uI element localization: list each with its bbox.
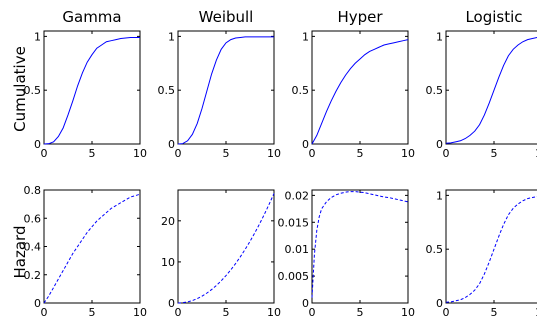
x-tick-label: 0	[175, 147, 182, 160]
y-tick-label: 0.015	[278, 216, 310, 229]
y-tick-label: 0.5	[24, 84, 42, 97]
y-tick-label: 0.6	[24, 212, 42, 225]
x-tick-label: 5	[357, 306, 364, 319]
subplot-title: Weibull	[199, 8, 254, 26]
x-tick-label: 5	[223, 306, 230, 319]
axes-frame	[445, 30, 537, 145]
y-tick-label: 0	[168, 297, 175, 310]
x-tick-label: 5	[491, 147, 498, 160]
axes-frame	[177, 30, 275, 145]
x-tick-label: 10	[267, 147, 281, 160]
x-tick-label: 10	[267, 306, 281, 319]
y-tick-label: 0.5	[426, 84, 444, 97]
series-line	[43, 36, 140, 145]
y-tick-label: 1	[34, 30, 41, 43]
y-tick-label: 0	[302, 297, 309, 310]
y-tick-label: 0	[34, 138, 41, 151]
x-tick-label: 10	[401, 306, 415, 319]
y-tick-label: 0.5	[426, 243, 444, 256]
axes-frame	[43, 189, 141, 304]
y-tick-label: 0.5	[158, 84, 176, 97]
subplot-1: 0 5 10 0 0.5 1 Gamma	[24, 8, 148, 160]
x-tick-label: 0	[41, 306, 48, 319]
axes-frame	[445, 189, 537, 304]
x-tick-label: 10	[133, 147, 147, 160]
subplot-title: Logistic	[465, 8, 522, 26]
x-tick-label: 0	[443, 306, 450, 319]
series-line	[445, 195, 537, 303]
y-tick-label: 0.5	[292, 84, 310, 97]
y-tick-label: 0	[168, 138, 175, 151]
x-tick-label: 10	[535, 306, 537, 319]
x-tick-label: 0	[443, 147, 450, 160]
axes-frame	[177, 189, 275, 304]
series-line	[43, 193, 141, 304]
subplot-5: 0 5 10 0 0.2 0.4 0.6 0.8	[24, 184, 148, 319]
subplot-4: 0 5 10 0 0.5 1 Logistic	[426, 8, 537, 160]
y-tick-label: 0.005	[278, 270, 310, 283]
y-tick-label: 1	[302, 30, 309, 43]
x-tick-label: 5	[357, 147, 364, 160]
subplot-7: 0 5 10 0 0.005 0.01 0.015 0.02	[278, 189, 416, 319]
series-line	[445, 36, 537, 144]
y-tick-label: 0.02	[285, 189, 310, 202]
y-tick-label: 0	[302, 138, 309, 151]
x-tick-label: 5	[491, 306, 498, 319]
y-tick-label: 0.2	[24, 269, 42, 282]
y-tick-label: 0.8	[24, 184, 42, 197]
x-tick-label: 0	[175, 306, 182, 319]
x-tick-label: 10	[535, 147, 537, 160]
subplot-title: Hyper	[337, 8, 383, 26]
subplot-3: 0 5 10 0 0.5 1 Hyper	[292, 8, 416, 160]
axes-frame	[43, 30, 141, 145]
y-tick-label: 1	[436, 30, 443, 43]
y-tick-label: 0.01	[285, 243, 310, 256]
subplot-6: 0 5 10 0 10 20	[161, 189, 281, 319]
y-tick-label: 0.4	[24, 241, 42, 254]
series-line	[177, 36, 274, 145]
row-label-hazard: Hazard	[11, 226, 29, 279]
x-tick-label: 5	[89, 306, 96, 319]
subplot-8: 0 5 10 0 0.5 1	[426, 189, 537, 319]
y-tick-label: 0	[34, 297, 41, 310]
y-tick-label: 0	[436, 138, 443, 151]
series-line	[177, 193, 275, 304]
axes-frame	[311, 30, 409, 145]
series-line	[311, 191, 409, 298]
x-tick-label: 5	[223, 147, 230, 160]
subplot-2: 0 5 10 0 0.5 1 Weibull	[158, 8, 282, 160]
x-tick-label: 0	[309, 147, 316, 160]
subplot-title: Gamma	[62, 8, 121, 26]
x-tick-label: 0	[41, 147, 48, 160]
y-tick-label: 20	[161, 215, 175, 228]
row-label-cumulative: Cumulative	[11, 46, 29, 132]
x-tick-label: 0	[309, 306, 316, 319]
y-tick-label: 1	[436, 189, 443, 202]
x-tick-label: 5	[89, 147, 96, 160]
series-line	[311, 39, 409, 145]
axes-frame	[311, 189, 409, 304]
y-tick-label: 0	[436, 297, 443, 310]
y-tick-label: 1	[168, 30, 175, 43]
y-tick-label: 10	[161, 256, 175, 269]
x-tick-label: 10	[401, 147, 415, 160]
x-tick-label: 10	[133, 306, 147, 319]
